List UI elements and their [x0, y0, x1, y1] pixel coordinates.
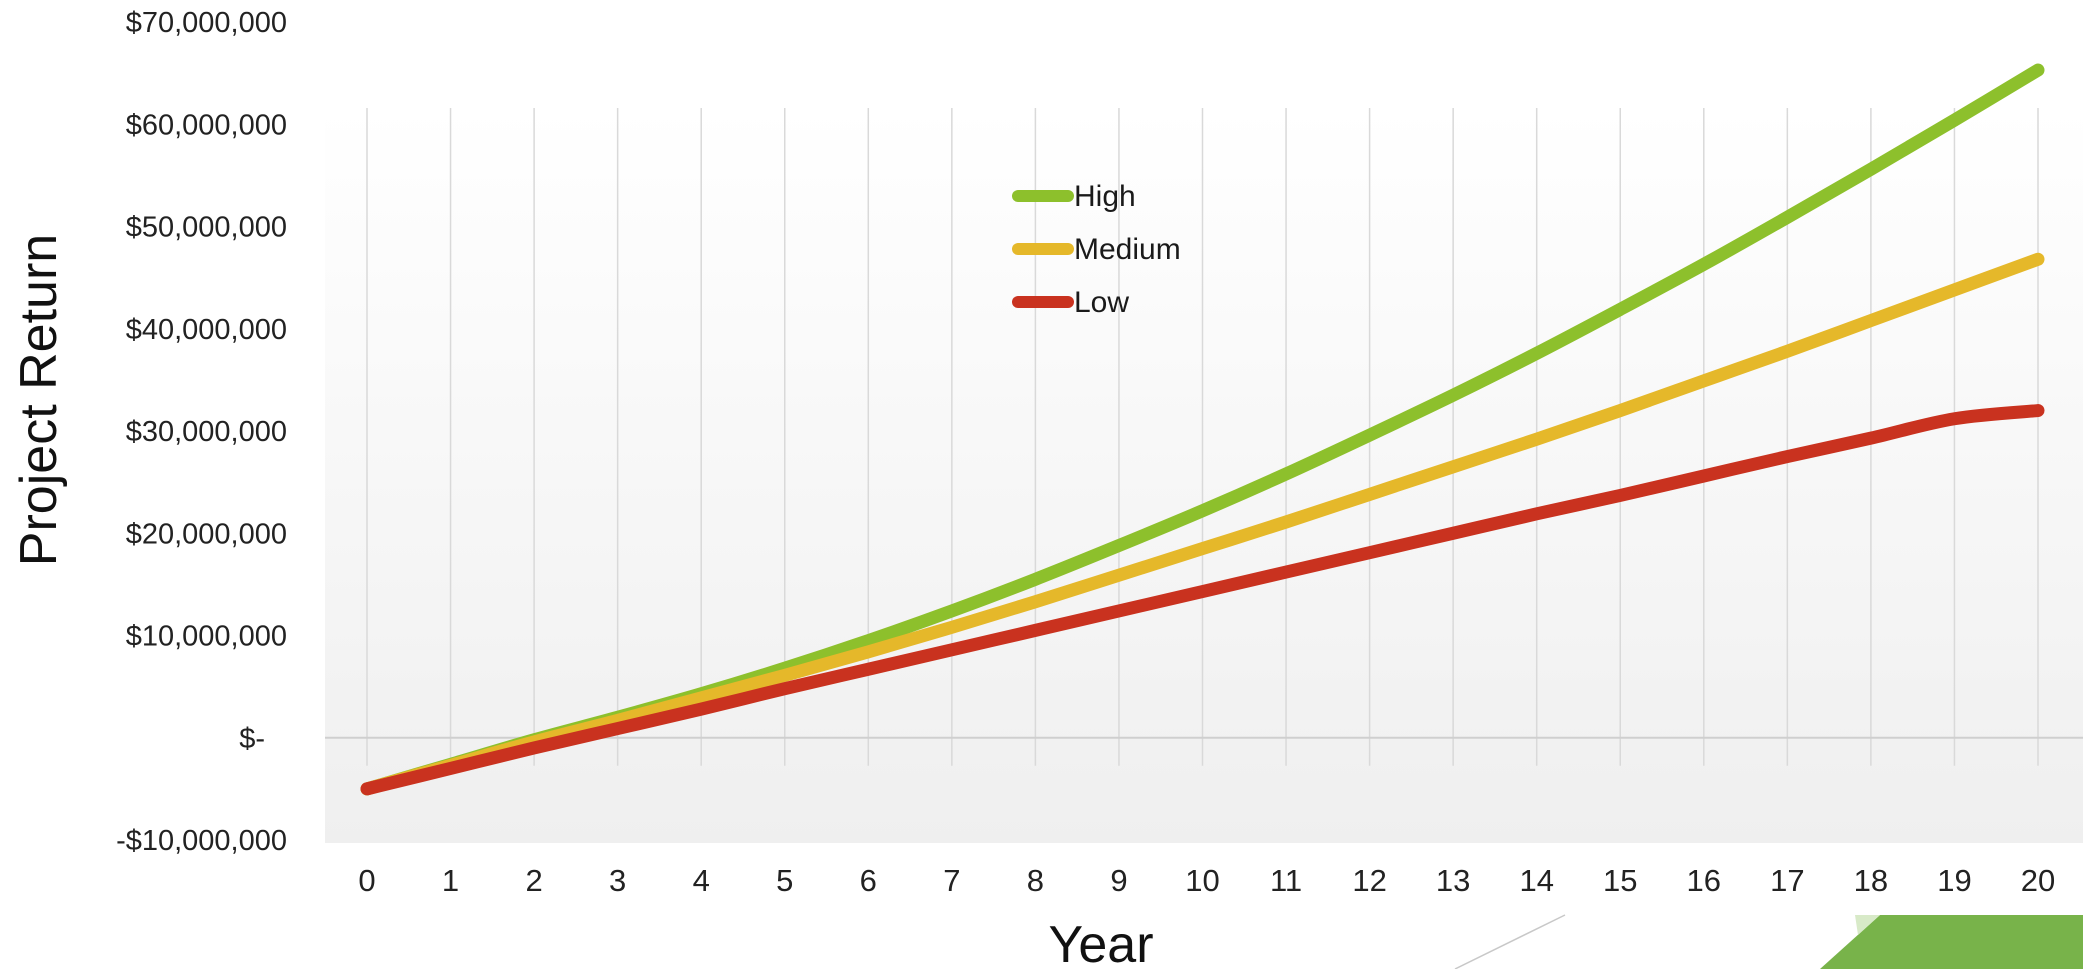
x-tick-label: 9 [1110, 863, 1127, 898]
x-tick-label: 18 [1854, 863, 1888, 898]
x-tick-label: 20 [2021, 863, 2055, 898]
x-tick-label: 14 [1519, 863, 1553, 898]
x-tick-label: 6 [860, 863, 877, 898]
x-tick-label: 12 [1352, 863, 1386, 898]
legend-label-low: Low [1074, 286, 1129, 319]
y-tick-label: $20,000,000 [126, 518, 287, 550]
y-tick-label: $50,000,000 [126, 212, 287, 244]
x-tick-label: 16 [1687, 863, 1721, 898]
legend-label-medium: Medium [1074, 233, 1181, 266]
x-tick-label: 0 [358, 863, 375, 898]
series-line-low [360, 404, 2045, 796]
x-tick-label: 1 [442, 863, 459, 898]
y-axis: $70,000,000 $60,000,000 $50,000,000 $40,000… [116, 7, 287, 857]
x-tick-label: 13 [1436, 863, 1470, 898]
decorative-corner-accent [1454, 914, 2083, 970]
x-tick-label: 17 [1770, 863, 1804, 898]
x-tick-label: 15 [1603, 863, 1637, 898]
x-tick-label: 7 [943, 863, 960, 898]
y-tick-label: -$10,000,000 [116, 825, 287, 857]
legend-label-high: High [1074, 180, 1136, 213]
x-tick-label: 3 [609, 863, 626, 898]
x-axis-title: Year [1048, 916, 1153, 969]
y-tick-label: $30,000,000 [126, 416, 287, 448]
y-axis-title: Project Return [10, 234, 68, 566]
x-tick-label: 11 [1270, 863, 1302, 898]
x-axis: 0 1 2 3 4 5 6 7 8 9 10 11 12 13 14 15 16 17 18 19 20 [358, 863, 2055, 898]
x-tick-label: 4 [693, 863, 710, 898]
series-lines [360, 63, 2045, 796]
y-tick-label: $10,000,000 [126, 621, 287, 653]
y-tick-label: $40,000,000 [126, 314, 287, 346]
legend: High Medium Low [1012, 180, 1181, 319]
y-tick-label: $- [239, 723, 265, 755]
x-tick-label: 5 [776, 863, 793, 898]
x-tick-label: 2 [525, 863, 542, 898]
x-tick-label: 8 [1027, 863, 1044, 898]
x-tick-label: 19 [1937, 863, 1971, 898]
series-line-medium [360, 252, 2045, 796]
y-tick-label: $70,000,000 [126, 7, 287, 39]
x-tick-label: 10 [1185, 863, 1219, 898]
y-tick-label: $60,000,000 [126, 109, 287, 141]
